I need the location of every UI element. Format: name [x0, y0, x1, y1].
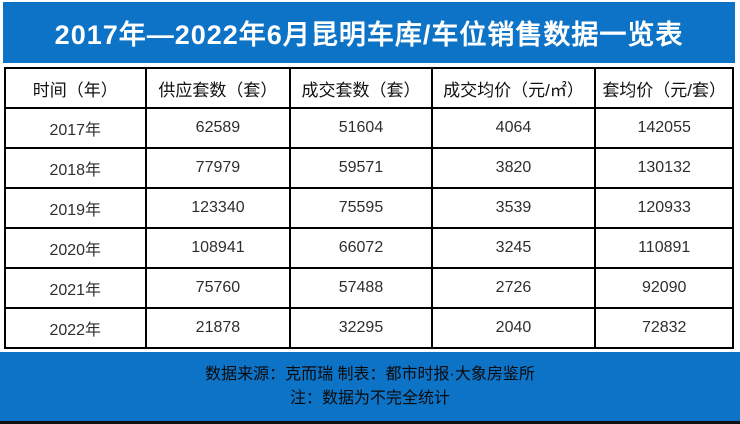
- table-cell: 2040: [430, 307, 597, 349]
- sales-data-table: 时间（年） 供应套数（套） 成交套数（套） 成交均价（元/㎡） 套均价（元/套）…: [4, 67, 734, 349]
- table-cell: 2021年: [4, 267, 147, 309]
- column-header-year: 时间（年）: [4, 67, 147, 109]
- table-row-2018: 2018年 77979 59571 3820 130132: [4, 147, 734, 189]
- table-cell: 4064: [430, 107, 597, 149]
- table-cell: 62589: [144, 107, 292, 149]
- table-cell: 2019年: [4, 187, 147, 229]
- table-cell: 32295: [289, 307, 433, 349]
- table-cell: 2022年: [4, 307, 147, 349]
- table-cell: 3820: [430, 147, 597, 189]
- column-header-avg-price-sqm: 成交均价（元/㎡）: [430, 67, 597, 109]
- table-cell: 59571: [289, 147, 433, 189]
- table-cell: 21878: [144, 307, 292, 349]
- table-cell: 66072: [289, 227, 433, 269]
- footer-source-line: 数据来源：克而瑞 制表：都市时报·大象房鉴所: [205, 365, 535, 383]
- column-header-supply: 供应套数（套）: [144, 67, 292, 109]
- table-cell: 75595: [289, 187, 433, 229]
- table-row-2021: 2021年 75760 57488 2726 92090: [4, 267, 734, 309]
- table-cell: 2726: [430, 267, 597, 309]
- table-cell: 120933: [594, 187, 734, 229]
- title-banner: 2017年—2022年6月昆明车库/车位销售数据一览表: [3, 2, 735, 63]
- footer-note-line: 注：数据为不完全统计: [289, 389, 450, 407]
- table-cell: 75760: [144, 267, 292, 309]
- bottom-border: [0, 421, 740, 424]
- table-cell: 77979: [144, 147, 292, 189]
- table-cell: 130132: [594, 147, 734, 189]
- table-cell: 142055: [594, 107, 734, 149]
- table-row-2020: 2020年 108941 66072 3245 110891: [4, 227, 734, 269]
- table-cell: 51604: [289, 107, 433, 149]
- table-cell: 3539: [430, 187, 597, 229]
- table-cell: 57488: [289, 267, 433, 309]
- header-row: 时间（年） 供应套数（套） 成交套数（套） 成交均价（元/㎡） 套均价（元/套）: [4, 67, 734, 109]
- table-cell: 92090: [594, 267, 734, 309]
- table-cell: 2017年: [4, 107, 147, 149]
- table-cell: 2020年: [4, 227, 147, 269]
- table-cell: 123340: [144, 187, 292, 229]
- table-row-2019: 2019年 123340 75595 3539 120933: [4, 187, 734, 229]
- footer-banner: 数据来源：克而瑞 制表：都市时报·大象房鉴所 注：数据为不完全统计: [0, 352, 740, 421]
- table-cell: 2018年: [4, 147, 147, 189]
- table-row-2017: 2017年 62589 51604 4064 142055: [4, 107, 734, 149]
- column-header-avg-price-unit: 套均价（元/套）: [594, 67, 734, 109]
- table-cell: 72832: [594, 307, 734, 349]
- column-header-sold: 成交套数（套）: [289, 67, 433, 109]
- table-cell: 3245: [430, 227, 597, 269]
- table-cell: 110891: [594, 227, 734, 269]
- table-row-2022: 2022年 21878 32295 2040 72832: [4, 307, 734, 349]
- page-title: 2017年—2022年6月昆明车库/车位销售数据一览表: [54, 20, 684, 50]
- table-cell: 108941: [144, 227, 292, 269]
